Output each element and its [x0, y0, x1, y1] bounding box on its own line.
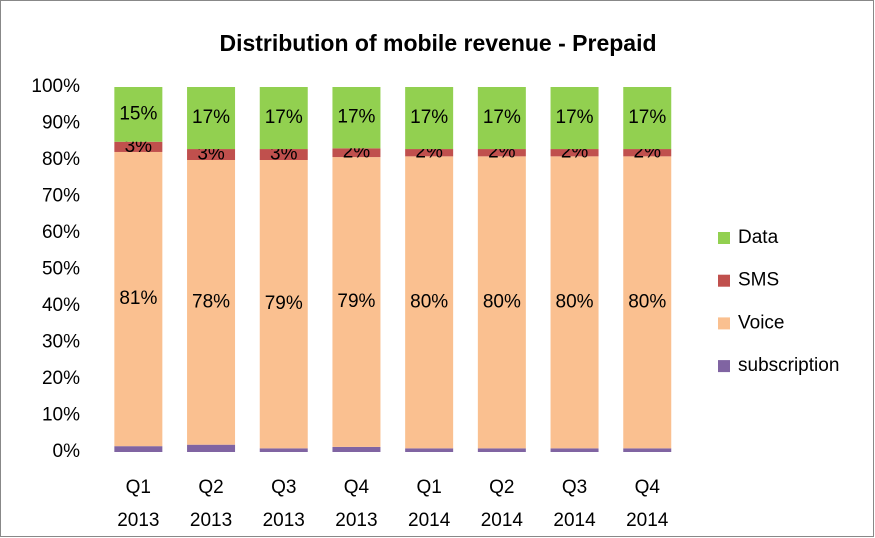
x-tick-label: Q4 2013: [335, 477, 377, 531]
bar-segment: [187, 149, 236, 160]
bar-segment: [623, 156, 672, 449]
data-label: 17%: [337, 107, 375, 128]
x-tick-line: 2013: [263, 510, 305, 531]
data-label: 79%: [337, 291, 375, 312]
y-tick-label: 90%: [42, 113, 80, 134]
bar-segment: [550, 87, 599, 150]
data-label: 17%: [410, 107, 448, 128]
data-label: 17%: [556, 107, 594, 128]
legend-swatch: [718, 274, 730, 287]
bar-segment: [550, 149, 599, 157]
x-tick-line: 2014: [481, 510, 524, 531]
bar-segment: [114, 446, 163, 452]
y-tick-label: 50%: [42, 259, 80, 280]
x-tick-line: Q2: [489, 477, 514, 498]
bar-segment: [259, 87, 308, 150]
bar-segment: [405, 156, 454, 449]
y-tick-label: 100%: [31, 76, 80, 97]
bar-segment: [259, 448, 308, 452]
bar-segment: [114, 151, 163, 447]
legend-swatch: [718, 317, 730, 330]
data-label: 81%: [119, 288, 157, 309]
data-label: 80%: [483, 291, 521, 312]
x-tick-label: Q3 2014: [553, 477, 596, 531]
x-tick-line: Q1: [416, 477, 441, 498]
bar-segment: [114, 141, 163, 152]
bar-segment: [405, 87, 454, 150]
bar-segment: [477, 87, 526, 150]
x-tick-line: 2013: [190, 510, 232, 531]
bar-segment: [114, 87, 163, 142]
bar-segment: [477, 448, 526, 452]
x-tick-line: Q3: [271, 477, 296, 498]
x-tick-line: Q3: [562, 477, 587, 498]
y-tick-label: 40%: [42, 295, 80, 316]
bar-segment: [187, 160, 236, 445]
data-label: 79%: [265, 293, 303, 314]
legend-swatch: [718, 360, 730, 373]
data-label: 80%: [628, 291, 666, 312]
bar-segment: [332, 446, 381, 452]
legend-swatch: [718, 232, 730, 244]
legend-label: Data: [738, 227, 779, 248]
y-tick-label: 30%: [42, 332, 80, 353]
bar-segment: [259, 149, 308, 160]
bar-segment: [477, 156, 526, 449]
x-tick-line: 2014: [626, 510, 669, 531]
data-label: 15%: [119, 103, 157, 124]
data-label: 78%: [192, 291, 230, 312]
y-tick-label: 80%: [42, 149, 80, 170]
y-tick-label: 70%: [42, 186, 80, 207]
bar-segment: [550, 156, 599, 449]
bar-segment: [623, 448, 672, 452]
x-tick-line: Q1: [126, 477, 151, 498]
bar-segment: [332, 87, 381, 149]
x-tick-label: Q4 2014: [626, 477, 669, 531]
x-tick-line: 2014: [408, 510, 451, 531]
data-label: 17%: [265, 107, 303, 128]
data-label: 80%: [556, 291, 594, 312]
y-tick-label: 20%: [42, 368, 80, 389]
x-tick-label: Q2 2014: [481, 477, 524, 531]
x-tick-label: Q1 2014: [408, 477, 451, 531]
chart-title: Distribution of mobile revenue - Prepaid: [219, 30, 656, 56]
x-tick-line: 2013: [117, 510, 159, 531]
data-label: 80%: [410, 291, 448, 312]
x-tick-label: Q2 2013: [190, 477, 232, 531]
y-tick-label: 10%: [42, 405, 80, 426]
x-tick-line: 2013: [335, 510, 377, 531]
x-tick-line: Q4: [344, 477, 370, 498]
x-tick-line: Q4: [635, 477, 661, 498]
x-tick-label: Q1 2013: [117, 477, 159, 531]
legend-label: subscription: [738, 355, 839, 376]
legend-label: SMS: [738, 270, 779, 291]
bar-segment: [332, 148, 381, 158]
bar-segment: [187, 87, 236, 150]
y-tick-label: 0%: [53, 441, 81, 462]
y-tick-label: 60%: [42, 222, 80, 243]
x-tick-label: Q3 2013: [263, 477, 305, 531]
bar-segment: [477, 149, 526, 157]
bar-segment: [405, 149, 454, 157]
data-label: 17%: [483, 107, 521, 128]
bar-segment: [623, 149, 672, 157]
bar-segment: [187, 444, 236, 452]
data-label: 17%: [628, 107, 666, 128]
bar-segment: [623, 87, 672, 150]
x-tick-line: 2014: [553, 510, 596, 531]
bar-segment: [332, 157, 381, 447]
legend-label: Voice: [738, 312, 784, 333]
bar-segment: [259, 160, 308, 449]
data-label: 17%: [192, 107, 230, 128]
bar-segment: [405, 448, 454, 452]
bar-segment: [550, 448, 599, 452]
x-tick-line: Q2: [198, 477, 223, 498]
